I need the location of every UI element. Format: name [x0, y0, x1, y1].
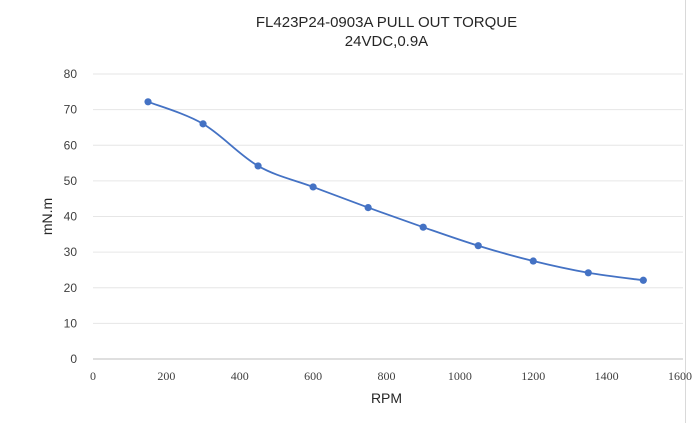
data-point — [419, 223, 427, 231]
x-tick-label: 1600 — [668, 369, 692, 383]
y-tick-label: 30 — [64, 245, 78, 259]
data-point — [199, 120, 207, 128]
y-tick-labels: 0 10 20 30 40 50 60 70 80 — [64, 67, 78, 366]
data-point — [639, 276, 647, 284]
gridlines — [93, 73, 683, 360]
data-point — [254, 162, 262, 170]
chart-frame-edge — [685, 0, 686, 423]
data-point — [474, 242, 482, 250]
data-point — [309, 183, 317, 191]
x-tick-label: 0 — [90, 369, 96, 383]
y-tick-label: 20 — [64, 281, 78, 295]
y-tick-label: 0 — [70, 352, 77, 366]
series-line — [147, 100, 644, 282]
data-point — [529, 257, 537, 265]
x-tick-label: 1400 — [595, 369, 619, 383]
chart-subtitle: 24VDC,0.9A — [344, 33, 429, 50]
x-tick-label: 800 — [378, 369, 396, 383]
data-point — [144, 98, 152, 106]
series-group — [144, 98, 647, 284]
x-tick-label: 200 — [157, 369, 175, 383]
x-tick-label: 600 — [304, 369, 322, 383]
chart-title: FL423P24-0903A PULL OUT TORQUE — [255, 14, 518, 31]
x-tick-label: 1000 — [448, 369, 472, 383]
y-tick-label: 40 — [64, 210, 78, 224]
data-point — [364, 203, 372, 212]
x-tick-labels: 0 200 400 600 800 1000 1200 1400 1600 — [90, 369, 692, 383]
data-point — [584, 269, 592, 277]
y-tick-label: 80 — [64, 67, 78, 81]
y-tick-label: 70 — [64, 103, 78, 117]
y-tick-label: 50 — [64, 174, 78, 188]
x-axis-label: RPM — [371, 390, 402, 406]
y-tick-label: 10 — [64, 316, 78, 330]
x-tick-label: 1200 — [521, 369, 545, 383]
y-tick-label: 60 — [64, 138, 78, 152]
y-axis-label: mN.m — [39, 198, 55, 235]
x-tick-label: 400 — [231, 369, 249, 383]
